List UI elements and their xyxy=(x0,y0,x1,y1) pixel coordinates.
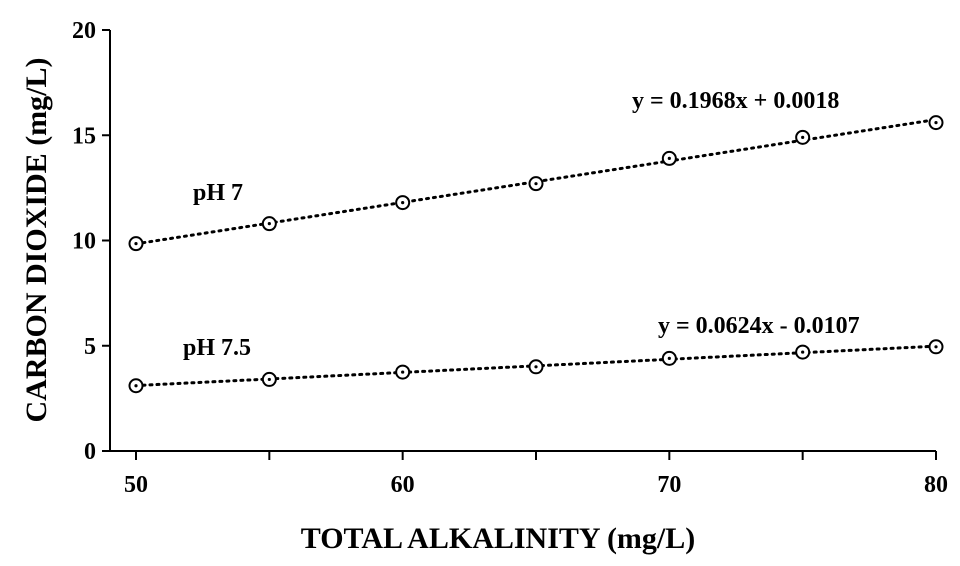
data-point-center-series-1-6 xyxy=(934,345,938,349)
ticks: 0 5 10 15 20 50 60 70 80 xyxy=(72,18,948,498)
data-point-center-series-0-4 xyxy=(667,156,671,161)
data-point-center-series-0-0 xyxy=(134,242,138,246)
data-point-center-series-0-2 xyxy=(401,201,405,205)
y-tick-label-15: 15 xyxy=(72,123,96,149)
equation-ph7-5: y = 0.0624x - 0.0107 xyxy=(658,313,860,339)
data-point-center-series-1-0 xyxy=(134,384,138,388)
x-axis-title: TOTAL ALKALINITY (mg/L) xyxy=(301,522,696,555)
data-point-center-series-1-5 xyxy=(801,350,805,354)
data-point-center-series-1-4 xyxy=(667,356,671,360)
data-point-center-series-0-5 xyxy=(801,135,805,139)
x-tick-label-50: 50 xyxy=(124,472,148,498)
labels: pH 7 pH 7.5 y = 0.1968x + 0.0018 y = 0.0… xyxy=(20,57,860,555)
data-point-center-series-1-2 xyxy=(401,370,405,374)
data-point-center-series-1-3 xyxy=(534,365,538,369)
data-point-center-series-1-1 xyxy=(267,377,271,382)
markers xyxy=(128,115,944,394)
data-point-center-series-0-3 xyxy=(534,182,538,186)
y-tick-label-5: 5 xyxy=(84,334,96,360)
data-point-center-series-0-1 xyxy=(267,222,271,226)
trendlines xyxy=(134,118,938,388)
y-tick-label-20: 20 xyxy=(72,18,96,44)
y-tick-label-10: 10 xyxy=(72,229,96,255)
series-label-ph7: pH 7 xyxy=(193,180,243,206)
equation-ph7: y = 0.1968x + 0.0018 xyxy=(632,88,839,114)
y-axis-title: CARBON DIOXIDE (mg/L) xyxy=(20,57,53,422)
y-tick-label-0: 0 xyxy=(84,439,96,465)
series-label-ph7-5: pH 7.5 xyxy=(183,335,251,361)
data-point-center-series-0-6 xyxy=(934,121,938,125)
x-tick-label-80: 80 xyxy=(924,472,948,498)
x-tick-label-70: 70 xyxy=(657,472,681,498)
x-tick-label-60: 60 xyxy=(391,472,415,498)
